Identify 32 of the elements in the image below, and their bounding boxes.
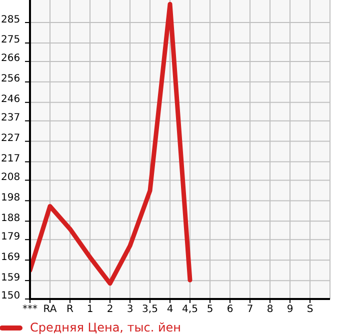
x-tick-label: 3,5: [142, 304, 158, 315]
y-tick-label: 285: [1, 14, 20, 26]
y-tick-label: 150: [1, 290, 20, 302]
x-tick-label: R: [66, 304, 74, 315]
y-tick-label: 169: [1, 252, 20, 263]
y-tick-label: 266: [1, 53, 20, 64]
x-tick-label: 5: [206, 304, 214, 315]
y-tick-label: 198: [1, 192, 20, 204]
x-tick-label: 7: [246, 304, 254, 315]
x-tick-label: ***: [22, 304, 38, 315]
line-series: [30, 2, 192, 286]
x-tick-label: S: [306, 304, 314, 315]
y-tick-label: 275: [1, 34, 20, 46]
y-tick-label: 179: [1, 231, 20, 242]
y-tick-label: 188: [1, 212, 20, 224]
x-tick-label: 1: [86, 304, 94, 315]
x-tick-label: 4,5: [182, 304, 198, 315]
x-tick-label: 6: [226, 304, 234, 315]
x-tick-label: 8: [266, 304, 274, 315]
x-tick-label: 3: [126, 304, 134, 315]
y-tick-label: 237: [1, 112, 20, 124]
x-tick-label: 4: [166, 304, 174, 315]
y-tick-label: 246: [1, 94, 20, 106]
x-tick-label: 2: [106, 304, 114, 315]
legend-label: Средняя Цена, тыс. йен: [30, 320, 182, 334]
y-tick-label: 208: [1, 172, 20, 183]
y-tick-label: 256: [1, 74, 20, 85]
y-tick-label: 159: [1, 272, 20, 284]
x-tick-label: RA: [43, 304, 57, 315]
x-tick-label: 9: [286, 304, 294, 315]
y-tick-label: 217: [1, 154, 20, 165]
y-tick-label: 227: [1, 133, 20, 144]
